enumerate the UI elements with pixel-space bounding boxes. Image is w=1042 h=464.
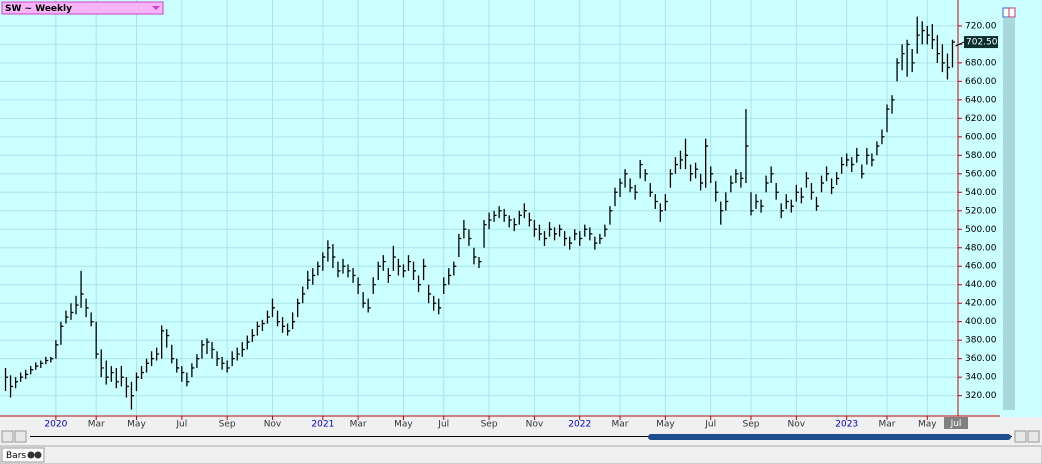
title-box[interactable] <box>1 1 164 15</box>
last-price-box <box>964 36 998 49</box>
plot-background <box>0 0 1042 417</box>
x-tick-label: Nov <box>264 420 282 430</box>
x-tick-label: 2021 <box>311 420 334 430</box>
x-tick-label: Jul <box>704 420 716 430</box>
tab-icon <box>34 451 42 459</box>
x-tick-label: 2022 <box>568 420 591 430</box>
tab-icon <box>27 451 35 459</box>
x-tick-label: Nov <box>788 420 806 430</box>
x-tick-label: Nov <box>526 420 544 430</box>
y-tick-label: 680.00 <box>965 58 997 68</box>
end-label-box <box>944 417 968 429</box>
scroll-left-step[interactable] <box>14 430 27 443</box>
bars <box>4 16 955 410</box>
y-tick-label: 360.00 <box>965 354 997 364</box>
scroll-left[interactable] <box>1 430 14 443</box>
y-tick-label: 440.00 <box>965 280 997 290</box>
y-tick-label: 720.00 <box>965 21 997 31</box>
x-tick-label: Sep <box>219 420 236 430</box>
y-tick-label: 640.00 <box>965 95 997 105</box>
x-tick-label: May <box>656 420 675 430</box>
y-tick-label: 480.00 <box>965 243 997 253</box>
x-tick-label: Sep <box>481 420 498 430</box>
side-icon[interactable] <box>1002 7 1010 18</box>
x-tick-label: 2020 <box>44 420 67 430</box>
y-tick-label: 580.00 <box>965 151 997 161</box>
dropdown-arrow[interactable] <box>152 6 160 10</box>
x-tick-label: Sep <box>743 420 760 430</box>
y-tick-label: 320.00 <box>965 391 997 401</box>
last-price-pointer <box>955 41 965 47</box>
x-tick-label: Jul <box>437 420 449 430</box>
y-tick-label: 500.00 <box>965 225 997 235</box>
scroll-right-step[interactable] <box>1014 430 1027 443</box>
scroll-right[interactable] <box>1027 430 1040 443</box>
y-tick-label: 540.00 <box>965 188 997 198</box>
end-label: Jul <box>950 419 962 429</box>
scroll-thumb[interactable] <box>648 434 1011 440</box>
y-tick-label: 420.00 <box>965 299 997 309</box>
y-tick-label: 600.00 <box>965 132 997 142</box>
x-tick-label: May <box>394 420 413 430</box>
x-tick-label: Mar <box>350 420 367 430</box>
x-tick-label: Mar <box>88 420 105 430</box>
y-tick-label: 660.00 <box>965 77 997 87</box>
y-tick-label: 380.00 <box>965 336 997 346</box>
x-tick-label: Mar <box>879 420 896 430</box>
y-tick-label: 400.00 <box>965 317 997 327</box>
y-tick-label: 620.00 <box>965 114 997 124</box>
status-bar <box>0 445 1042 464</box>
y-tick-label: 340.00 <box>965 373 997 383</box>
y-tick-label: 460.00 <box>965 262 997 272</box>
footer-tab: Bars <box>6 451 26 461</box>
x-tick-label: Jul <box>175 420 187 430</box>
footer-tab-box[interactable] <box>1 447 45 463</box>
y-tick-label: 560.00 <box>965 169 997 179</box>
chart-title: SW ~ Weekly <box>5 4 72 14</box>
x-tick-label: May <box>127 420 146 430</box>
side-icon[interactable] <box>1008 7 1016 18</box>
y-tick-label: 520.00 <box>965 206 997 216</box>
grid <box>0 0 958 416</box>
last-price-label: 702.50 <box>966 38 998 48</box>
x-tick-label: May <box>918 420 937 430</box>
side-strip <box>1003 18 1015 410</box>
x-tick-label: Mar <box>612 420 629 430</box>
x-tick-label: 2023 <box>835 420 858 430</box>
